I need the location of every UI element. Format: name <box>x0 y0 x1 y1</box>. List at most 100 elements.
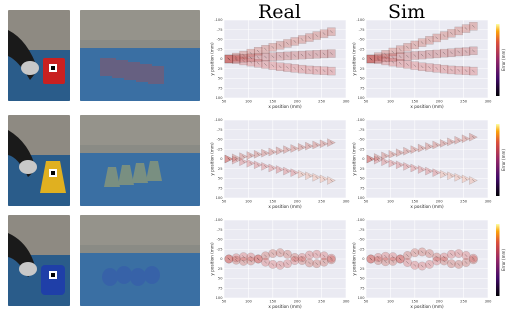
gt-tick <box>457 29 461 33</box>
y-tick-label: 0 <box>362 57 365 61</box>
gt-tick <box>472 135 475 139</box>
y-tick-label: -50 <box>359 138 366 142</box>
gt-tick <box>398 48 402 51</box>
gt-tick <box>300 172 304 176</box>
y-tick-label: 0 <box>220 257 223 261</box>
y-tick-label: -25 <box>359 247 365 251</box>
y-tick-label: 75 <box>218 286 223 290</box>
gt-tick <box>457 176 461 179</box>
x-tick-label: 250 <box>460 200 468 204</box>
y-tick-label: 100 <box>216 196 224 200</box>
gt-tick <box>384 56 387 60</box>
x-tick-label: 150 <box>411 300 419 304</box>
gt-tick <box>271 263 275 266</box>
gt-tick <box>464 50 468 53</box>
gt-tick <box>420 146 424 150</box>
gt-tick <box>322 142 326 146</box>
colorbar-gradient <box>496 224 500 296</box>
gt-tick <box>413 43 417 47</box>
y-tick-label: 100 <box>358 96 366 100</box>
gt-tick <box>271 64 275 67</box>
gt-tick <box>376 256 380 259</box>
gt-tick <box>315 69 319 72</box>
gt-tick <box>242 53 245 57</box>
gt-tick <box>300 38 304 41</box>
gt-tick <box>315 34 319 37</box>
gt-tick <box>300 259 304 262</box>
gt-tick <box>278 65 282 69</box>
x-tick-label: 200 <box>294 300 302 304</box>
gt-tick <box>286 54 289 58</box>
gt-tick <box>398 257 402 261</box>
chart-svg: 50 100 150 200 250 300-100-75-50-250255075100… <box>210 118 351 209</box>
gt-tick <box>256 56 260 59</box>
gt-tick <box>450 68 453 72</box>
gt-tick <box>450 140 453 144</box>
gt-tick <box>315 253 319 256</box>
gt-tick <box>420 41 424 44</box>
y-tick-label: 100 <box>358 296 366 300</box>
gt-tick <box>330 69 333 73</box>
gt-tick <box>330 141 333 144</box>
gt-tick <box>391 60 395 64</box>
x-tick-label: 250 <box>460 300 468 304</box>
y-tick-label: 25 <box>218 167 223 171</box>
x-tick-label: 200 <box>436 200 444 204</box>
gt-tick <box>293 256 297 259</box>
gt-tick <box>330 52 333 55</box>
x-tick-label: 300 <box>343 200 351 204</box>
gt-tick <box>278 54 282 58</box>
x-tick-label: 300 <box>485 100 493 104</box>
y-tick-label: -25 <box>217 47 223 51</box>
gt-tick <box>227 257 231 261</box>
gt-tick <box>442 142 446 145</box>
gt-tick <box>308 261 311 265</box>
gt-tick <box>256 163 260 167</box>
x-tick-label: 50 <box>222 300 227 304</box>
gt-tick <box>271 166 275 170</box>
gt-tick <box>300 53 304 57</box>
gt-tick <box>369 157 373 161</box>
x-axis-label: x position (mm) <box>268 104 302 109</box>
colorbar-row3: Error (mm) <box>496 222 508 302</box>
gt-tick <box>271 150 275 154</box>
gt-tick <box>242 160 245 164</box>
gt-tick <box>435 171 439 174</box>
x-tick-label: 250 <box>460 100 468 104</box>
x-tick-label: 50 <box>364 200 369 204</box>
y-tick-label: 50 <box>360 177 365 181</box>
gt-tick <box>384 260 387 264</box>
gt-tick <box>300 256 304 259</box>
y-axis-label: y position (mm) <box>352 242 357 276</box>
gt-tick <box>256 49 260 53</box>
gt-tick <box>413 148 417 151</box>
y-tick-label: -100 <box>214 218 223 222</box>
gt-tick <box>464 137 468 141</box>
gt-tick <box>322 254 326 258</box>
gt-tick <box>457 50 461 54</box>
y-tick-label: -50 <box>359 238 366 242</box>
gt-tick <box>376 158 380 162</box>
gt-tick <box>428 145 431 148</box>
gt-tick <box>398 61 402 65</box>
x-axis-label: x position (mm) <box>268 304 302 309</box>
gt-tick <box>330 179 333 182</box>
gt-tick <box>450 253 453 256</box>
chart-svg: 50 100 150 200 250 300-100-75-50-250255075100… <box>352 18 493 109</box>
gt-tick <box>315 53 319 56</box>
gt-tick <box>464 261 468 264</box>
gt-tick <box>413 251 417 255</box>
gt-tick <box>300 145 304 149</box>
x-axis-label: x position (mm) <box>410 104 444 109</box>
gt-tick <box>234 258 238 262</box>
y-tick-label: 100 <box>358 196 366 200</box>
gt-tick <box>278 263 282 267</box>
y-tick-label: 50 <box>218 177 223 181</box>
gt-tick <box>308 36 311 39</box>
gt-tick <box>234 55 238 59</box>
y-tick-label: -100 <box>214 118 223 122</box>
colorbar-label: Error (mm) <box>501 249 506 271</box>
y-tick-label: 50 <box>360 277 365 281</box>
gt-tick <box>464 69 468 73</box>
gt-tick <box>264 151 267 155</box>
